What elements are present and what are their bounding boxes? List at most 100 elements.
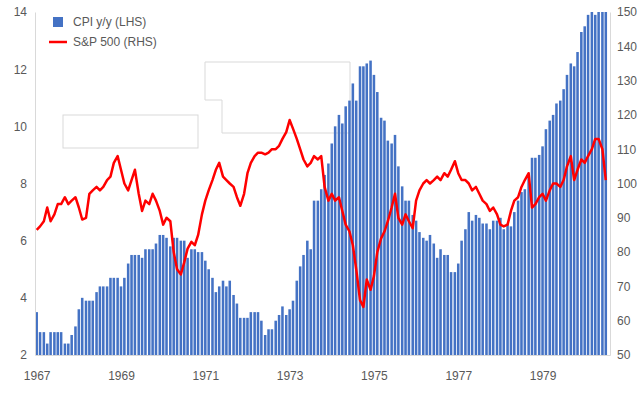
bar (49, 332, 52, 355)
tick-label: 60 (617, 314, 631, 328)
bar (281, 306, 284, 355)
bar (144, 249, 147, 355)
bar (193, 249, 196, 355)
bar (197, 252, 200, 355)
bar (81, 298, 84, 355)
bar (285, 315, 288, 355)
bar (243, 318, 246, 355)
tick: 110 (610, 143, 636, 157)
tick-label: 2 (20, 348, 27, 362)
bar (411, 215, 414, 355)
tick: 140 (610, 40, 637, 54)
bar (401, 186, 404, 355)
blank-boxes (63, 62, 350, 148)
bar (365, 63, 368, 355)
bar (394, 135, 397, 355)
bar (123, 278, 126, 355)
tick: 60 (610, 314, 631, 328)
tick-label: 110 (617, 143, 636, 157)
tick-label: 1977 (445, 369, 472, 383)
tick: 1977 (445, 355, 472, 383)
tick-label: 8 (20, 177, 27, 191)
bar (113, 278, 116, 355)
tick-label: 50 (617, 348, 631, 362)
bar (46, 344, 49, 355)
tick: 70 (610, 280, 631, 294)
bar (373, 75, 376, 355)
bar (180, 241, 183, 355)
bar (597, 12, 600, 355)
bar (580, 32, 583, 355)
bar (605, 12, 608, 355)
bar (422, 238, 425, 355)
bar (502, 229, 505, 355)
bar-series (35, 12, 607, 355)
bar (323, 175, 326, 355)
tick: 1975 (361, 355, 388, 383)
tick-label: 10 (14, 120, 28, 134)
tick-label: 80 (617, 245, 631, 259)
bar (591, 12, 594, 355)
bar (43, 332, 46, 355)
y2-axis: 5060708090100110120130140150 (610, 5, 637, 362)
bar (425, 241, 428, 355)
bar (559, 101, 562, 355)
bar (496, 221, 499, 355)
bar (344, 106, 347, 355)
bar (457, 264, 460, 355)
bar (433, 244, 436, 355)
bar (299, 266, 302, 355)
bar (334, 126, 337, 355)
bar (148, 249, 151, 355)
legend-swatch (53, 17, 63, 27)
tick: 120 (610, 108, 637, 122)
tick: 80 (610, 245, 631, 259)
tick: 6 (20, 234, 35, 248)
bar (506, 224, 509, 355)
bar (541, 146, 544, 355)
bar (534, 158, 537, 355)
bar (464, 229, 467, 355)
y-axis: 2468101214 (14, 5, 36, 362)
bar (141, 258, 144, 355)
bar (70, 335, 73, 355)
bar (552, 115, 555, 355)
axis-line (610, 13, 611, 356)
tick: 12 (14, 63, 35, 77)
bar (186, 258, 189, 355)
bar (555, 103, 558, 355)
bar (169, 246, 172, 355)
bar (520, 192, 523, 355)
chart-container: 1967196919711973197519771979246810121450… (0, 0, 640, 402)
bar (454, 272, 457, 355)
legend-swatch (49, 41, 67, 44)
bar (201, 252, 204, 355)
bar (352, 83, 355, 355)
tick: 1969 (108, 355, 135, 383)
bar (309, 249, 312, 355)
tick-label: 14 (14, 5, 28, 19)
bar (264, 335, 267, 355)
blank-box (205, 62, 350, 133)
tick: 100 (610, 177, 637, 191)
bar (53, 332, 56, 355)
bar (207, 269, 210, 355)
bar (271, 329, 274, 355)
bar (341, 123, 344, 355)
tick-label: 70 (617, 280, 631, 294)
bar (99, 286, 102, 355)
tick: 10 (14, 120, 35, 134)
tick: 50 (610, 348, 631, 362)
bar (67, 344, 70, 355)
legend-entry: CPI y/y (LHS) (53, 15, 146, 29)
bar (225, 286, 228, 355)
bar (566, 75, 569, 355)
bar (450, 272, 453, 355)
bar (288, 309, 291, 355)
bar (513, 212, 516, 355)
bar (176, 238, 179, 355)
bar (151, 249, 154, 355)
bar (278, 315, 281, 355)
bar (302, 255, 305, 355)
bar (91, 301, 94, 355)
